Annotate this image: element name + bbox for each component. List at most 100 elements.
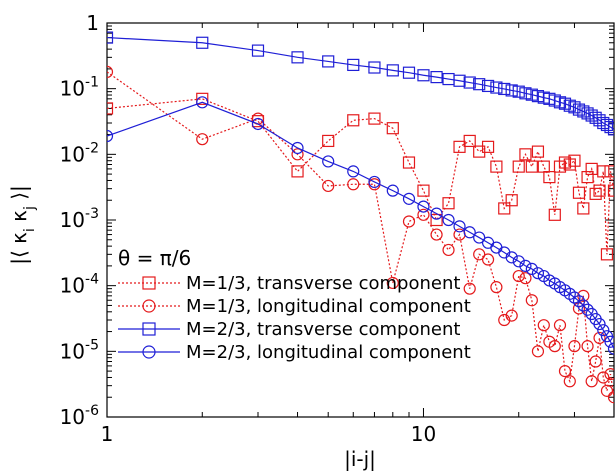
data-point — [519, 87, 532, 100]
data-point — [581, 107, 594, 120]
y-axis-label: |⟨ κi κj ⟩| — [7, 185, 38, 265]
data-point — [322, 134, 335, 148]
data-point — [463, 226, 476, 239]
data-point — [453, 220, 466, 233]
axis-ticks: 1 10 10-6 10-5 10-4 10-3 10-2 10-1 1 — [60, 11, 614, 446]
data-point — [442, 197, 455, 210]
legend-item: M=1/3, transverse component — [118, 273, 460, 294]
data-point — [563, 158, 576, 171]
series-2 — [107, 65, 614, 404]
data-point — [572, 295, 586, 308]
data-point — [568, 340, 581, 353]
data-point — [417, 208, 430, 221]
data-point — [577, 299, 590, 312]
data-point — [505, 251, 518, 264]
data-point — [453, 74, 466, 87]
data-point — [581, 303, 594, 316]
data-point — [581, 340, 594, 353]
data-point — [512, 269, 525, 283]
data-point — [417, 200, 430, 213]
data-point — [430, 71, 443, 84]
data-point — [430, 207, 443, 220]
y-tick-label: 10-5 — [60, 337, 99, 363]
y-tick-label: 10-3 — [60, 206, 99, 232]
data-point — [512, 160, 525, 173]
data-point — [568, 101, 581, 114]
data-point — [525, 160, 538, 173]
data-point — [430, 228, 443, 241]
y-tick-label: 1 — [86, 11, 99, 35]
data-point — [531, 267, 545, 280]
legend-item: M=2/3, longitudinal component — [118, 342, 471, 363]
data-point — [505, 84, 518, 97]
data-point — [600, 384, 614, 397]
data-point — [585, 109, 598, 122]
data-point — [490, 81, 503, 94]
series-line — [107, 98, 614, 255]
data-point — [607, 123, 614, 136]
series-line — [107, 71, 614, 398]
series-line — [107, 101, 614, 349]
data-point — [251, 44, 265, 57]
data-point — [604, 368, 614, 381]
data-point — [563, 375, 576, 388]
data-point — [589, 187, 602, 200]
legend: θ = π/6 M=1/3, transverse componentM=1/3,… — [118, 246, 471, 363]
data-point — [490, 281, 503, 294]
data-point — [473, 78, 486, 91]
data-point — [512, 255, 525, 268]
data-point — [473, 231, 486, 244]
data-point — [386, 184, 399, 197]
data-point — [519, 148, 532, 161]
data-point — [589, 355, 602, 368]
data-point — [597, 116, 610, 130]
data-point — [607, 391, 614, 404]
data-point — [402, 156, 416, 169]
data-point — [196, 133, 209, 146]
series-4 — [107, 96, 614, 355]
data-point — [442, 213, 455, 227]
data-point — [322, 55, 335, 68]
data-point — [525, 294, 538, 307]
legend-label: M=2/3, transverse component — [186, 319, 460, 340]
data-point — [322, 155, 335, 168]
data-point — [597, 165, 610, 178]
legend-item: M=2/3, transverse component — [118, 319, 460, 340]
data-point — [291, 51, 304, 64]
data-point — [347, 165, 360, 178]
data-point — [490, 160, 503, 173]
data-point — [430, 213, 443, 227]
data-point — [604, 165, 614, 178]
data-point — [558, 156, 572, 169]
data-point — [548, 208, 561, 221]
data-point — [417, 184, 430, 197]
series-line — [107, 36, 614, 130]
data-point — [417, 69, 430, 82]
data-point — [107, 31, 114, 44]
data-point — [597, 371, 610, 384]
data-point — [604, 335, 614, 348]
y-tick-label: 10-4 — [60, 272, 100, 298]
data-point — [442, 243, 455, 257]
data-point — [585, 162, 598, 176]
data-point — [473, 145, 486, 158]
y-tick-label: 10-1 — [60, 75, 99, 101]
data-point — [322, 179, 335, 193]
data-point — [498, 202, 511, 215]
data-point — [291, 148, 304, 161]
data-point — [604, 120, 614, 134]
legend-label: M=2/3, longitudinal component — [186, 342, 471, 363]
y-tick-label: 10-6 — [60, 403, 100, 429]
data-point — [505, 194, 518, 207]
data-point — [107, 65, 114, 79]
data-point — [525, 88, 538, 101]
data-point — [347, 178, 360, 191]
data-point — [607, 184, 614, 197]
data-point — [519, 272, 532, 285]
data-point — [531, 345, 545, 358]
data-point — [600, 118, 614, 132]
data-point — [577, 202, 590, 215]
legend-title: θ = π/6 — [118, 246, 191, 270]
data-point — [251, 117, 265, 131]
data-point — [519, 259, 532, 272]
